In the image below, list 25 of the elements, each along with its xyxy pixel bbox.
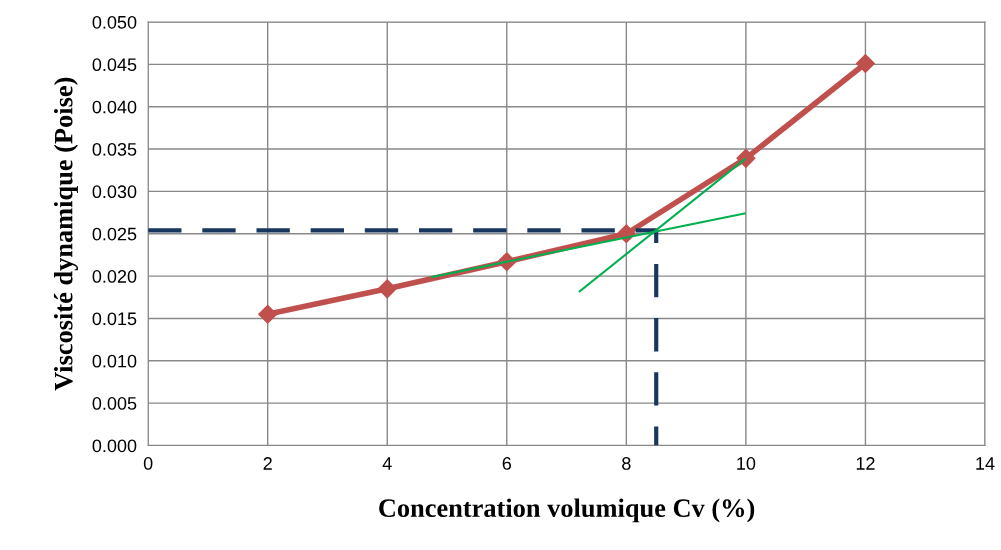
x-tick-label: 4	[382, 457, 392, 470]
x-tick-label: 8	[622, 457, 631, 470]
y-tick-label: 0.015	[92, 312, 137, 326]
y-tick-label: 0.010	[92, 354, 137, 368]
y-tick-label: 0.020	[92, 270, 137, 283]
y-tick-label: 0.005	[92, 397, 137, 410]
point	[855, 53, 875, 74]
y-tick-label: 0.025	[92, 227, 137, 241]
x-tick-label: 0	[143, 457, 153, 470]
x-tick-label: 2	[263, 457, 272, 470]
point	[736, 148, 756, 168]
x-tick-label: 10	[737, 457, 756, 470]
x-tick-label: 6	[502, 457, 512, 470]
y-tick-label: 0.035	[92, 142, 137, 156]
x-tick-label: 12	[856, 457, 875, 470]
y-tick-label: 0.000	[92, 439, 137, 453]
y-tick-label: 0.030	[92, 185, 137, 199]
x-tick-label: 14	[976, 457, 995, 470]
point	[377, 279, 397, 299]
y-axis-title: Viscosité dynamique (Poise)	[53, 77, 78, 391]
y-tick-label: 0.040	[92, 100, 137, 114]
y-tick-label: 0.050	[92, 15, 137, 29]
y-tick-label: 0.045	[92, 58, 137, 72]
point	[258, 304, 278, 324]
x-axis-title: Concentration volumique Cv (%)	[379, 498, 755, 523]
